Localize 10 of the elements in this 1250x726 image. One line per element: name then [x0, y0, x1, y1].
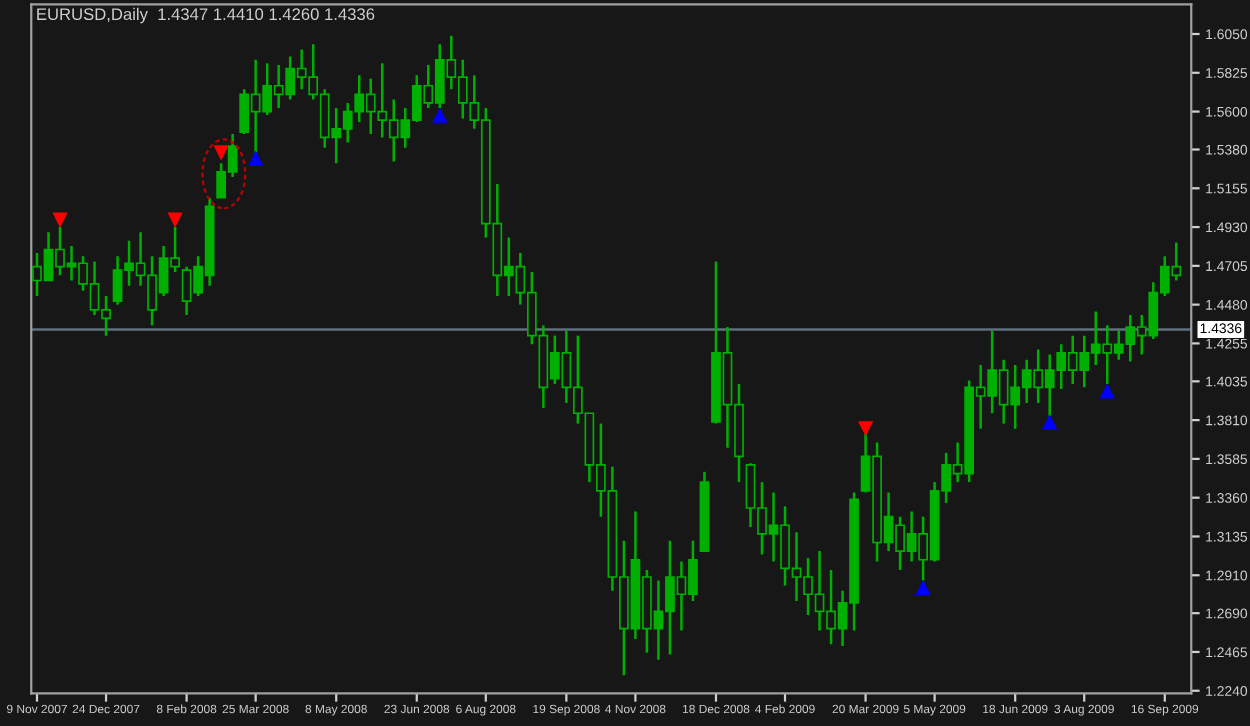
point: [915, 579, 931, 595]
point: [1099, 383, 1115, 399]
point: [213, 145, 229, 161]
chart-title: EURUSD,Daily 1.4347 1.4410 1.4260 1.4336: [37, 7, 375, 24]
point: [857, 421, 874, 437]
point: [52, 212, 68, 228]
point: [167, 212, 183, 228]
point: [432, 107, 448, 123]
point: [1042, 414, 1058, 430]
point: [248, 150, 264, 166]
